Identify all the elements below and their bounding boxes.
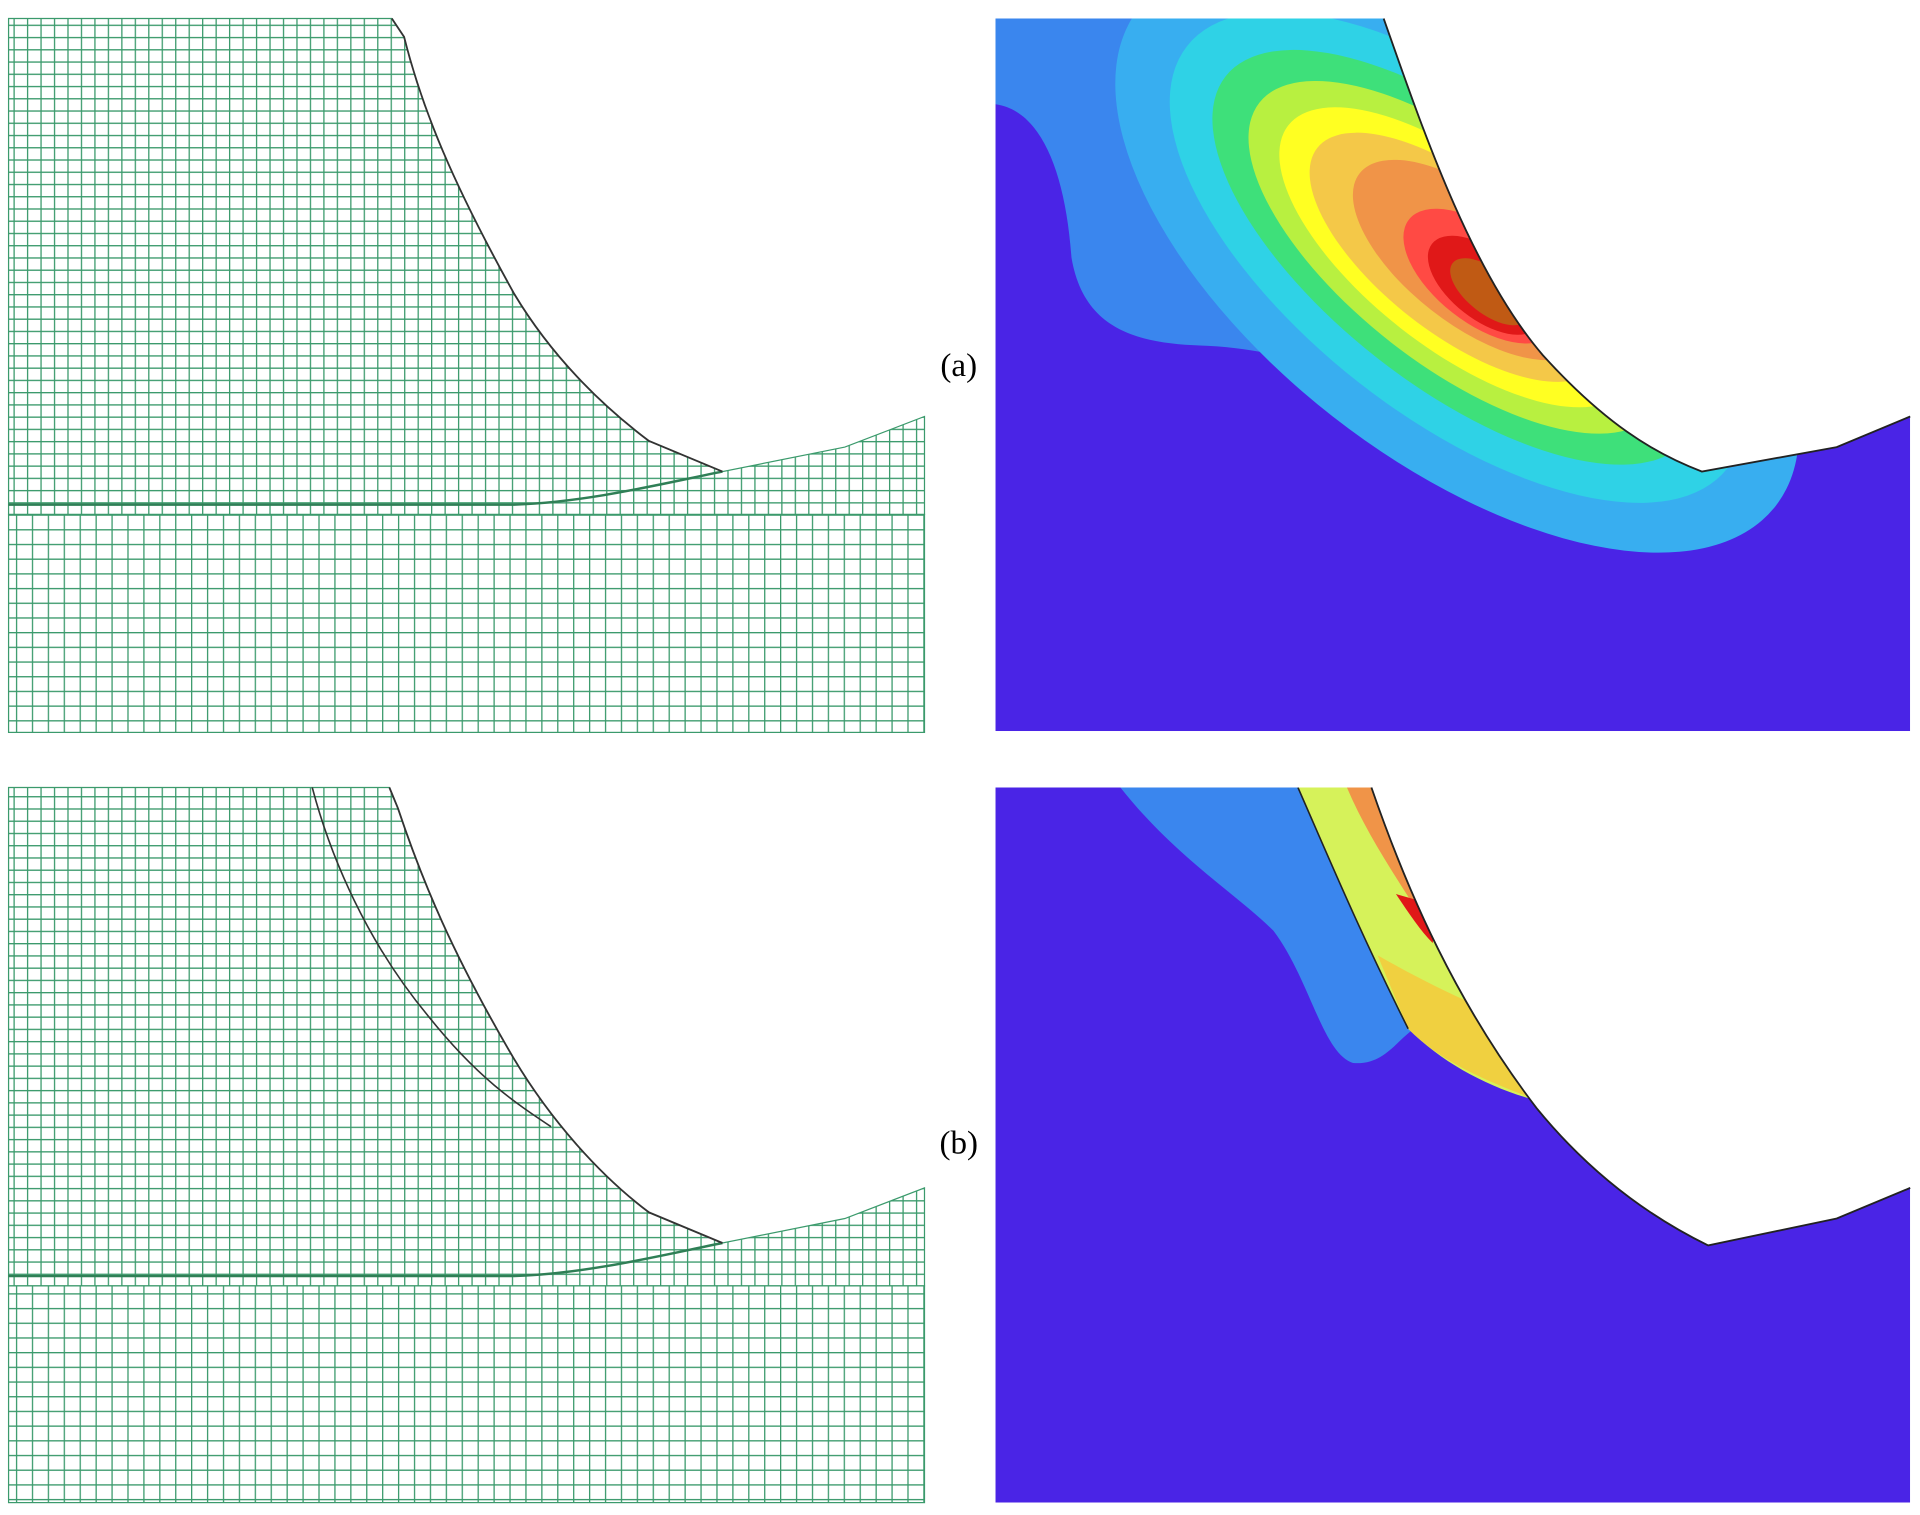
panel-label: (a) — [940, 348, 977, 384]
contour-b — [995, 787, 1911, 1503]
mesh-a — [7, 17, 926, 734]
contour-a — [995, 18, 1911, 732]
panel-label: (b) — [940, 1126, 979, 1162]
mesh-b — [7, 786, 926, 1504]
